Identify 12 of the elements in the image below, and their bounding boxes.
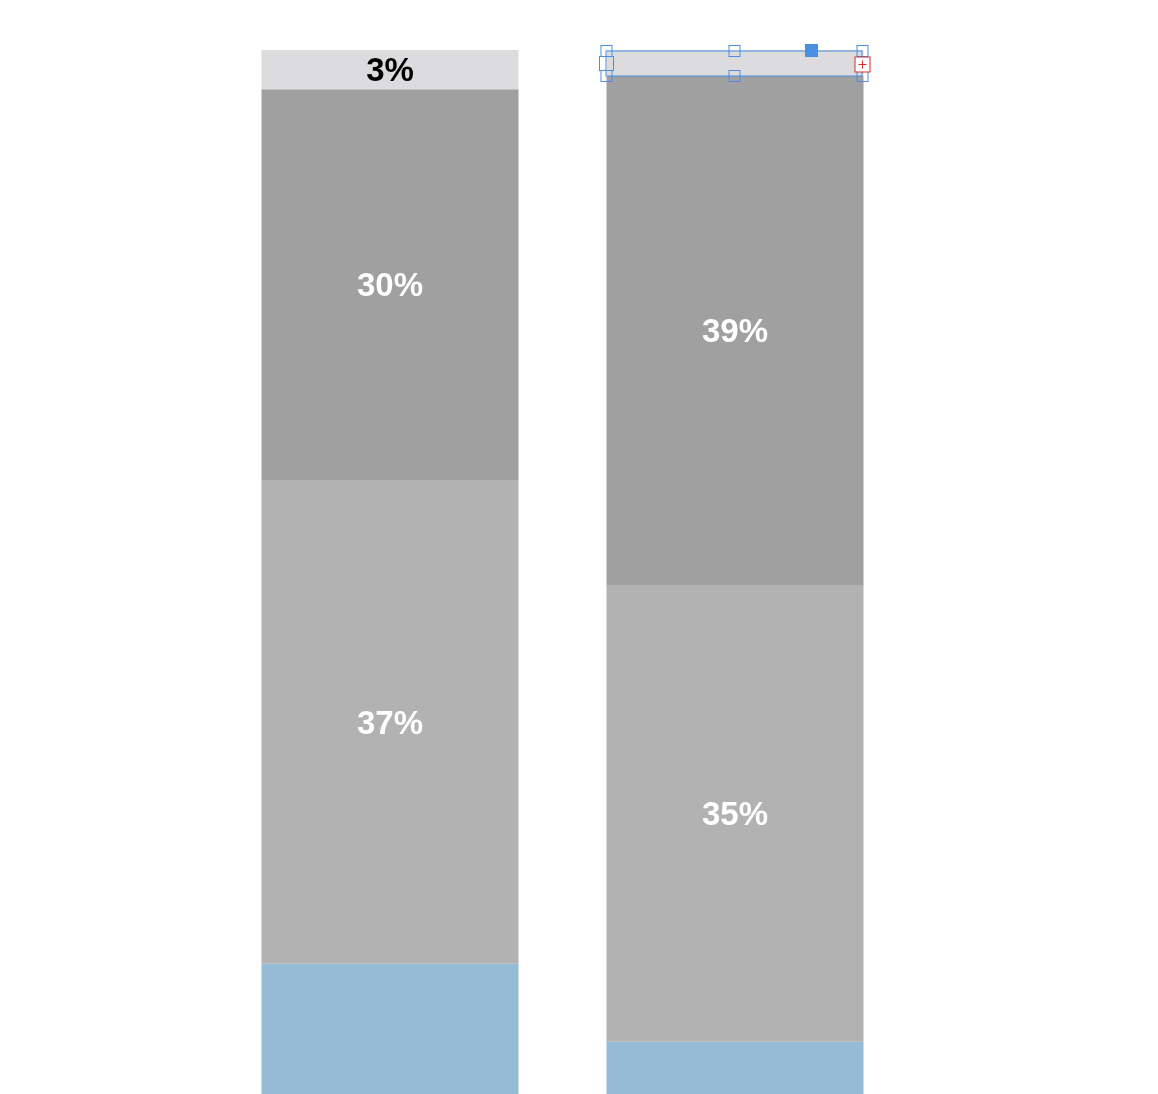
bar bbox=[261, 50, 519, 90]
bar bbox=[606, 585, 864, 1042]
data-label: 37% bbox=[356, 703, 424, 741]
bar bbox=[261, 89, 519, 481]
data-label: 30% bbox=[356, 266, 424, 304]
bar bbox=[261, 480, 519, 964]
bar bbox=[261, 963, 519, 1094]
data-label: 39% bbox=[701, 312, 769, 350]
data-label: 35% bbox=[701, 794, 769, 832]
bar bbox=[606, 76, 864, 586]
bar bbox=[606, 1041, 864, 1094]
data-label: 3% bbox=[366, 51, 414, 89]
